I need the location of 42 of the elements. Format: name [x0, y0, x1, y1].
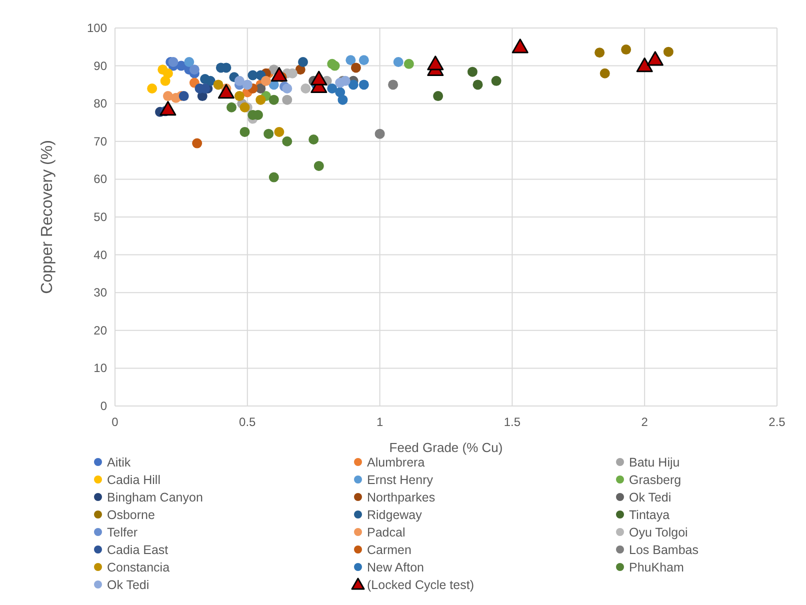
x-axis-title: Feed Grade (% Cu) [389, 440, 503, 455]
y-tick-label: 90 [94, 58, 108, 73]
legend-label: Northparkes [367, 490, 436, 504]
y-axis-title: Copper Recovery (%) [39, 140, 56, 294]
legend-label: Osborne [107, 508, 155, 522]
legend-label: Cadia Hill [107, 473, 160, 487]
legend-label: Grasberg [629, 473, 682, 487]
legend-label: New Afton [367, 560, 424, 574]
legend-label: Alumbrera [367, 456, 425, 470]
legend-label: Telfer [107, 526, 138, 540]
legend-label: Ok Tedi [629, 490, 672, 504]
x-tick-label: 0.5 [239, 415, 256, 429]
legend-label: Tintaya [629, 508, 670, 522]
x-tick-label: 1.5 [504, 415, 521, 429]
y-tick-label: 50 [94, 210, 108, 224]
legend-label: Ok Tedi [107, 578, 150, 592]
legend-label: Cadia East [107, 543, 169, 557]
y-tick-label: 30 [94, 286, 108, 300]
legend-label: Los Bambas [629, 543, 698, 557]
y-tick-label: 100 [86, 21, 108, 35]
y-tick-label: 40 [94, 248, 108, 262]
y-tick-label: 0 [100, 399, 108, 413]
legend-label: Batu Hiju [629, 456, 680, 470]
legend-label: PhuKham [629, 560, 684, 574]
y-tick-label: 70 [94, 134, 108, 148]
legend-label: Ridgeway [367, 508, 423, 522]
legend-label: Padcal [367, 526, 406, 540]
x-tick-label: 2 [641, 415, 648, 429]
legend-label: Carmen [367, 543, 412, 557]
x-tick-label: 0 [112, 415, 119, 429]
y-tick-label: 60 [94, 172, 108, 186]
legend-label: (Locked Cycle test) [367, 578, 474, 592]
legend-label: Aitik [107, 456, 132, 470]
legend-label: Constancia [107, 560, 170, 574]
x-tick-label: 1 [376, 415, 384, 429]
legend-label: Ernst Henry [367, 473, 434, 487]
legend-label: Bingham Canyon [107, 490, 203, 504]
y-tick-label: 80 [94, 96, 108, 111]
legend-label: Oyu Tolgoi [629, 526, 688, 540]
y-tick-label: 20 [94, 323, 108, 338]
y-tick-label: 10 [94, 361, 108, 376]
x-tick-label: 2.5 [768, 415, 786, 429]
